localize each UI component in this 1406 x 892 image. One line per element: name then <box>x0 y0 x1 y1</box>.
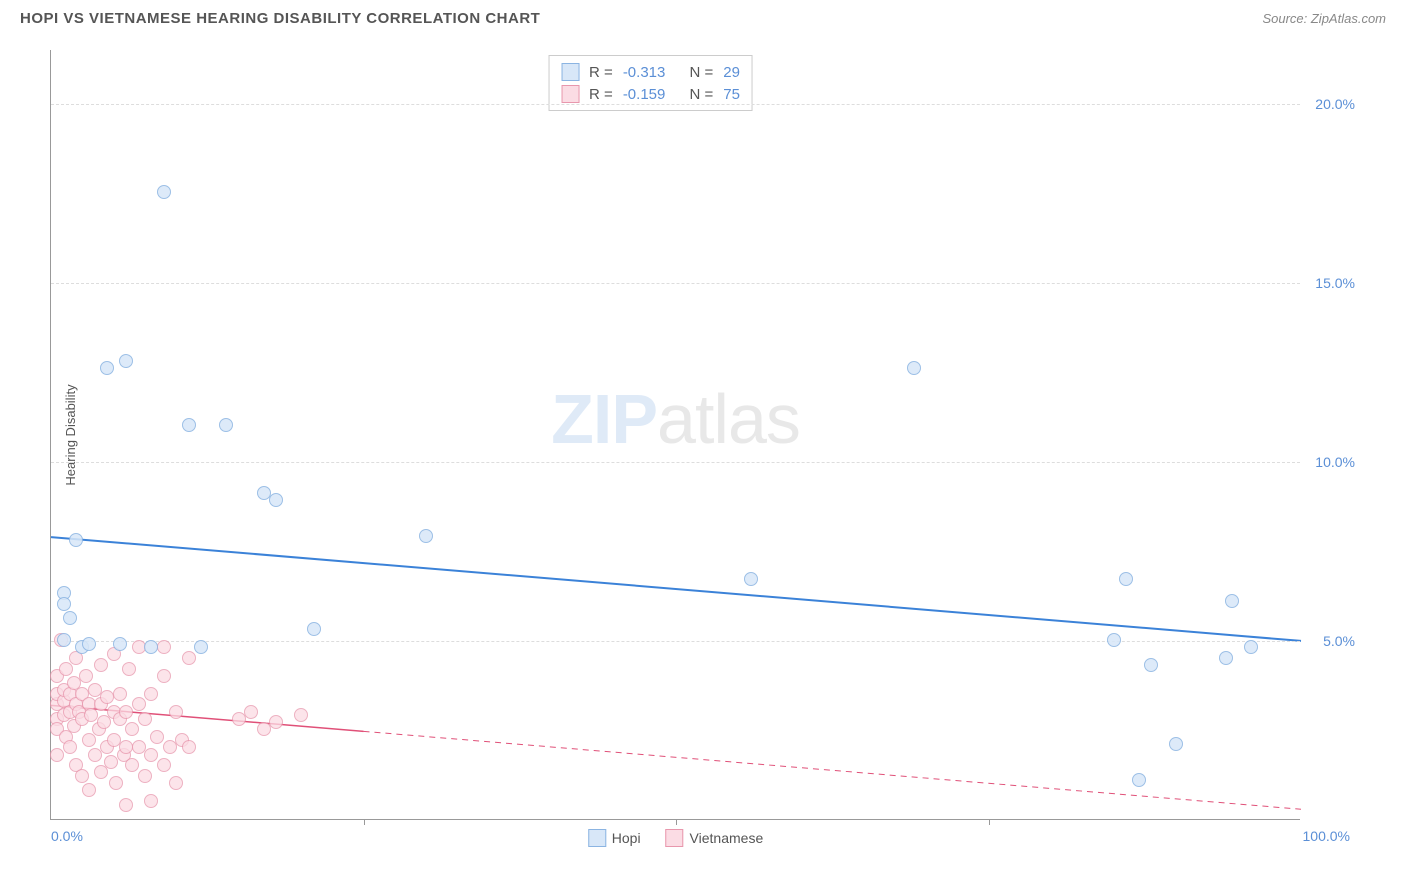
scatter-point-hopi <box>194 640 208 654</box>
scatter-point-hopi <box>744 572 758 586</box>
scatter-point-vietnamese <box>150 730 164 744</box>
scatter-point-vietnamese <box>144 687 158 701</box>
scatter-point-vietnamese <box>294 708 308 722</box>
scatter-point-vietnamese <box>125 758 139 772</box>
scatter-point-hopi <box>1132 773 1146 787</box>
chart-title: HOPI VS VIETNAMESE HEARING DISABILITY CO… <box>20 10 540 27</box>
scatter-point-hopi <box>419 529 433 543</box>
scatter-point-vietnamese <box>132 697 146 711</box>
swatch-hopi-2 <box>588 829 606 847</box>
swatch-vietnamese-2 <box>666 829 684 847</box>
scatter-point-vietnamese <box>109 776 123 790</box>
scatter-point-vietnamese <box>79 669 93 683</box>
scatter-point-hopi <box>307 622 321 636</box>
scatter-point-hopi <box>1107 633 1121 647</box>
scatter-point-hopi <box>63 611 77 625</box>
scatter-point-vietnamese <box>169 705 183 719</box>
scatter-point-vietnamese <box>157 669 171 683</box>
scatter-point-hopi <box>100 361 114 375</box>
y-tick-label: 10.0% <box>1315 454 1355 470</box>
scatter-point-vietnamese <box>244 705 258 719</box>
scatter-point-hopi <box>269 493 283 507</box>
scatter-point-hopi <box>182 418 196 432</box>
y-tick-label: 20.0% <box>1315 96 1355 112</box>
regression-lines <box>51 50 1300 819</box>
bottom-legend: Hopi Vietnamese <box>588 829 763 847</box>
y-tick-label: 15.0% <box>1315 275 1355 291</box>
scatter-point-vietnamese <box>63 740 77 754</box>
scatter-point-vietnamese <box>125 722 139 736</box>
scatter-point-hopi <box>907 361 921 375</box>
gridline <box>51 283 1300 284</box>
scatter-point-vietnamese <box>82 733 96 747</box>
x-tick-min: 0.0% <box>51 828 83 844</box>
scatter-point-vietnamese <box>157 758 171 772</box>
scatter-point-hopi <box>113 637 127 651</box>
scatter-point-vietnamese <box>138 769 152 783</box>
scatter-point-hopi <box>219 418 233 432</box>
legend-item-hopi: Hopi <box>588 829 641 847</box>
x-tick-max: 100.0% <box>1303 828 1350 844</box>
scatter-point-hopi <box>69 533 83 547</box>
x-tick <box>989 819 990 825</box>
gridline <box>51 104 1300 105</box>
scatter-point-hopi <box>57 597 71 611</box>
gridline <box>51 462 1300 463</box>
scatter-point-vietnamese <box>113 687 127 701</box>
scatter-point-vietnamese <box>122 662 136 676</box>
scatter-point-hopi <box>1169 737 1183 751</box>
scatter-point-hopi <box>1219 651 1233 665</box>
scatter-point-hopi <box>1144 658 1158 672</box>
plot-area: ZIPatlas R = -0.313 N = 29 R = -0.159 N … <box>50 50 1300 820</box>
scatter-point-vietnamese <box>157 640 171 654</box>
scatter-point-vietnamese <box>182 651 196 665</box>
scatter-point-vietnamese <box>144 794 158 808</box>
scatter-point-vietnamese <box>182 740 196 754</box>
scatter-point-vietnamese <box>119 798 133 812</box>
scatter-point-vietnamese <box>94 765 108 779</box>
scatter-point-hopi <box>144 640 158 654</box>
scatter-point-vietnamese <box>138 712 152 726</box>
scatter-point-vietnamese <box>144 748 158 762</box>
chart-container: Hearing Disability ZIPatlas R = -0.313 N… <box>50 50 1350 820</box>
scatter-point-hopi <box>1119 572 1133 586</box>
scatter-point-vietnamese <box>94 658 108 672</box>
source-label: Source: ZipAtlas.com <box>1262 11 1386 26</box>
scatter-point-hopi <box>157 185 171 199</box>
scatter-point-vietnamese <box>75 769 89 783</box>
x-tick <box>676 819 677 825</box>
x-tick <box>364 819 365 825</box>
y-tick-label: 5.0% <box>1323 633 1355 649</box>
scatter-point-hopi <box>119 354 133 368</box>
scatter-point-vietnamese <box>59 662 73 676</box>
scatter-point-hopi <box>1244 640 1258 654</box>
scatter-point-vietnamese <box>169 776 183 790</box>
scatter-point-vietnamese <box>82 783 96 797</box>
scatter-point-vietnamese <box>269 715 283 729</box>
scatter-point-hopi <box>1225 594 1239 608</box>
scatter-point-hopi <box>57 633 71 647</box>
scatter-point-hopi <box>82 637 96 651</box>
legend-item-vietnamese: Vietnamese <box>666 829 764 847</box>
scatter-point-vietnamese <box>97 715 111 729</box>
